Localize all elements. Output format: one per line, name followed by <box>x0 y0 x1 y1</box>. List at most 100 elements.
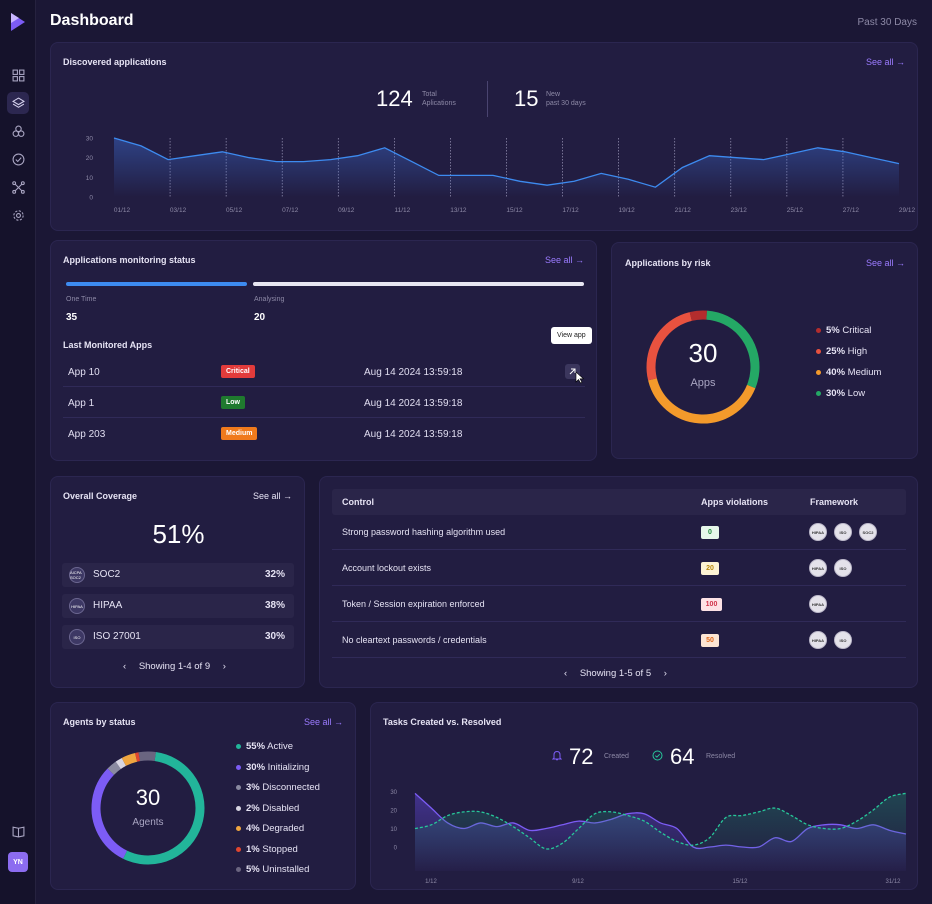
hipaa-icon[interactable]: HIPAA <box>809 595 827 613</box>
donut-segment-initializing <box>91 751 205 865</box>
legend-item: 5% Critical <box>816 325 871 336</box>
x-tick-label: 17/12 <box>562 207 579 214</box>
chevron-left-icon[interactable]: ‹ <box>123 661 127 672</box>
check-icon[interactable] <box>7 148 29 170</box>
tasks-chart: 0 10 20 30 1/12 9/12 15/12 31/12 <box>390 790 907 885</box>
overall-coverage-card: Overall Coverage See all → 51% AICPA SOC… <box>50 476 305 688</box>
tasks-title: Tasks Created vs. Resolved <box>383 717 502 727</box>
coverage-pager-text: Showing 1-4 of 9 <box>138 661 211 672</box>
grid-icon[interactable] <box>7 64 29 86</box>
iso-icon[interactable]: ISO <box>834 523 852 541</box>
legend-dot <box>816 349 821 354</box>
legend-item: 2% Disabled <box>236 803 299 814</box>
avatar[interactable]: YN <box>8 852 28 872</box>
legend-item: 1% Stopped <box>236 844 298 855</box>
donut-segment-high <box>646 310 760 424</box>
cluster-icon[interactable] <box>7 120 29 142</box>
monitored-date: Aug 14 2024 13:59:18 <box>364 367 463 378</box>
coverage-pagination: ‹ Showing 1-4 of 9 › <box>123 661 226 672</box>
series-line <box>113 137 900 188</box>
x-tick-label: 03/12 <box>170 207 187 214</box>
chevron-right-icon[interactable]: › <box>222 661 226 672</box>
violations-column-header[interactable]: Apps violations <box>701 497 769 507</box>
legend-dot <box>236 846 241 852</box>
monitoring-status-title: Applications monitoring status <box>63 255 196 265</box>
one-time-value: 35 <box>66 312 78 323</box>
framework-column-header[interactable]: Framework <box>810 497 859 507</box>
discovered-applications-chart: 0 10 20 30 01/12 03/12 05/12 07/12 09/12 11/12 13/… <box>86 136 916 215</box>
control-name: No cleartext passwords / credentials <box>342 635 487 645</box>
risk-donut-chart <box>646 310 760 424</box>
legend-label: 2% Disabled <box>246 802 300 814</box>
layers-icon[interactable] <box>7 92 29 114</box>
coverage-see-all-link[interactable]: See all → <box>252 491 292 501</box>
legend-label: 5% Critical <box>826 325 872 336</box>
legend-label: 4% Degraded <box>246 823 305 834</box>
y-tick-label: 10 <box>390 827 397 833</box>
date-range-selector[interactable]: Past 30 Days <box>857 17 917 28</box>
y-tick-label: 0 <box>89 195 93 202</box>
hipaa-icon[interactable]: HIPAA <box>809 631 827 649</box>
controls-pagination: ‹ Showing 1-5 of 5 › <box>564 668 667 679</box>
network-icon[interactable] <box>7 176 29 198</box>
agents-see-all-link[interactable]: See all → <box>303 717 343 727</box>
sidebar: YN <box>0 0 36 904</box>
legend-label: 30% Low <box>826 388 866 399</box>
x-tick-label: 05/12 <box>226 207 243 214</box>
soc2-icon: AICPA SOC2 <box>69 567 85 583</box>
tasks-resolved-label: Resolved <box>706 753 736 760</box>
new-applications-sublabel: past 30 days <box>546 100 586 107</box>
iso-icon: ISO <box>69 629 85 645</box>
legend-label: 3% Disconnected <box>246 782 320 793</box>
tasks-created-label: Created <box>604 753 629 760</box>
settings-icon[interactable] <box>7 204 29 226</box>
risk-see-all-link[interactable]: See all → <box>865 258 905 268</box>
agents-total-label: Agents <box>132 817 164 828</box>
legend-dot <box>816 370 821 375</box>
agents-by-status-title: Agents by status <box>63 717 136 727</box>
list-item[interactable]: AICPA SOC2 SOC2 32% <box>62 563 294 587</box>
agents-total-value: 30 <box>135 785 161 810</box>
y-tick-label: 20 <box>390 809 397 815</box>
discovered-applications-title: Discovered applications <box>63 57 167 67</box>
chevron-right-icon[interactable]: › <box>663 668 667 679</box>
overall-coverage-title: Overall Coverage <box>63 491 138 501</box>
discovered-see-all-link[interactable]: See all → <box>865 57 905 67</box>
legend-label: 25% High <box>826 346 868 357</box>
control-column-header[interactable]: Control <box>342 497 374 507</box>
analysing-progress-bar <box>253 282 584 286</box>
controls-card: Control Apps violations Framework Strong… <box>319 476 918 688</box>
x-tick-label: 15/12 <box>732 879 748 885</box>
one-time-progress-bar <box>66 282 247 286</box>
legend-item: 40% Medium <box>816 367 881 378</box>
discovered-applications-card: Discovered applications See all → 124 To… <box>50 42 918 231</box>
x-tick-label: 07/12 <box>282 207 299 214</box>
legend-dot <box>816 391 821 396</box>
legend-item: 30% Initializing <box>236 762 309 773</box>
iso-icon[interactable]: ISO <box>834 631 852 649</box>
book-icon[interactable] <box>7 820 29 842</box>
soc2-icon[interactable]: SOC2 <box>859 523 877 541</box>
list-item[interactable]: HIPAA HIPAA 38% <box>62 594 294 618</box>
hipaa-icon[interactable]: HIPAA <box>809 523 827 541</box>
iso-icon[interactable]: ISO <box>834 559 852 577</box>
list-item[interactable]: ISO ISO 27001 30% <box>62 625 294 649</box>
x-tick-label: 09/12 <box>338 207 355 214</box>
legend-dot <box>236 744 241 749</box>
legend-dot <box>236 785 241 790</box>
risk-total-label: Apps <box>690 377 716 389</box>
monitoring-see-all-link[interactable]: See all → <box>544 255 584 265</box>
y-tick-label: 20 <box>86 155 94 162</box>
framework-percentage: 38% <box>264 600 285 611</box>
control-name: Account lockout exists <box>342 563 432 573</box>
hipaa-icon[interactable]: HIPAA <box>809 559 827 577</box>
logo-icon[interactable] <box>9 12 27 32</box>
framework-name: SOC2 <box>93 569 121 580</box>
chevron-left-icon[interactable]: ‹ <box>564 668 568 679</box>
control-name: Strong password hashing algorithm used <box>342 527 506 537</box>
donut-segment-uninstalled <box>91 751 205 865</box>
framework-percentage: 32% <box>264 569 285 580</box>
violations-badge: 50 <box>701 634 719 647</box>
monitoring-status-card: Applications monitoring status See all →… <box>50 240 597 461</box>
last-monitored-title: Last Monitored Apps <box>63 340 153 350</box>
